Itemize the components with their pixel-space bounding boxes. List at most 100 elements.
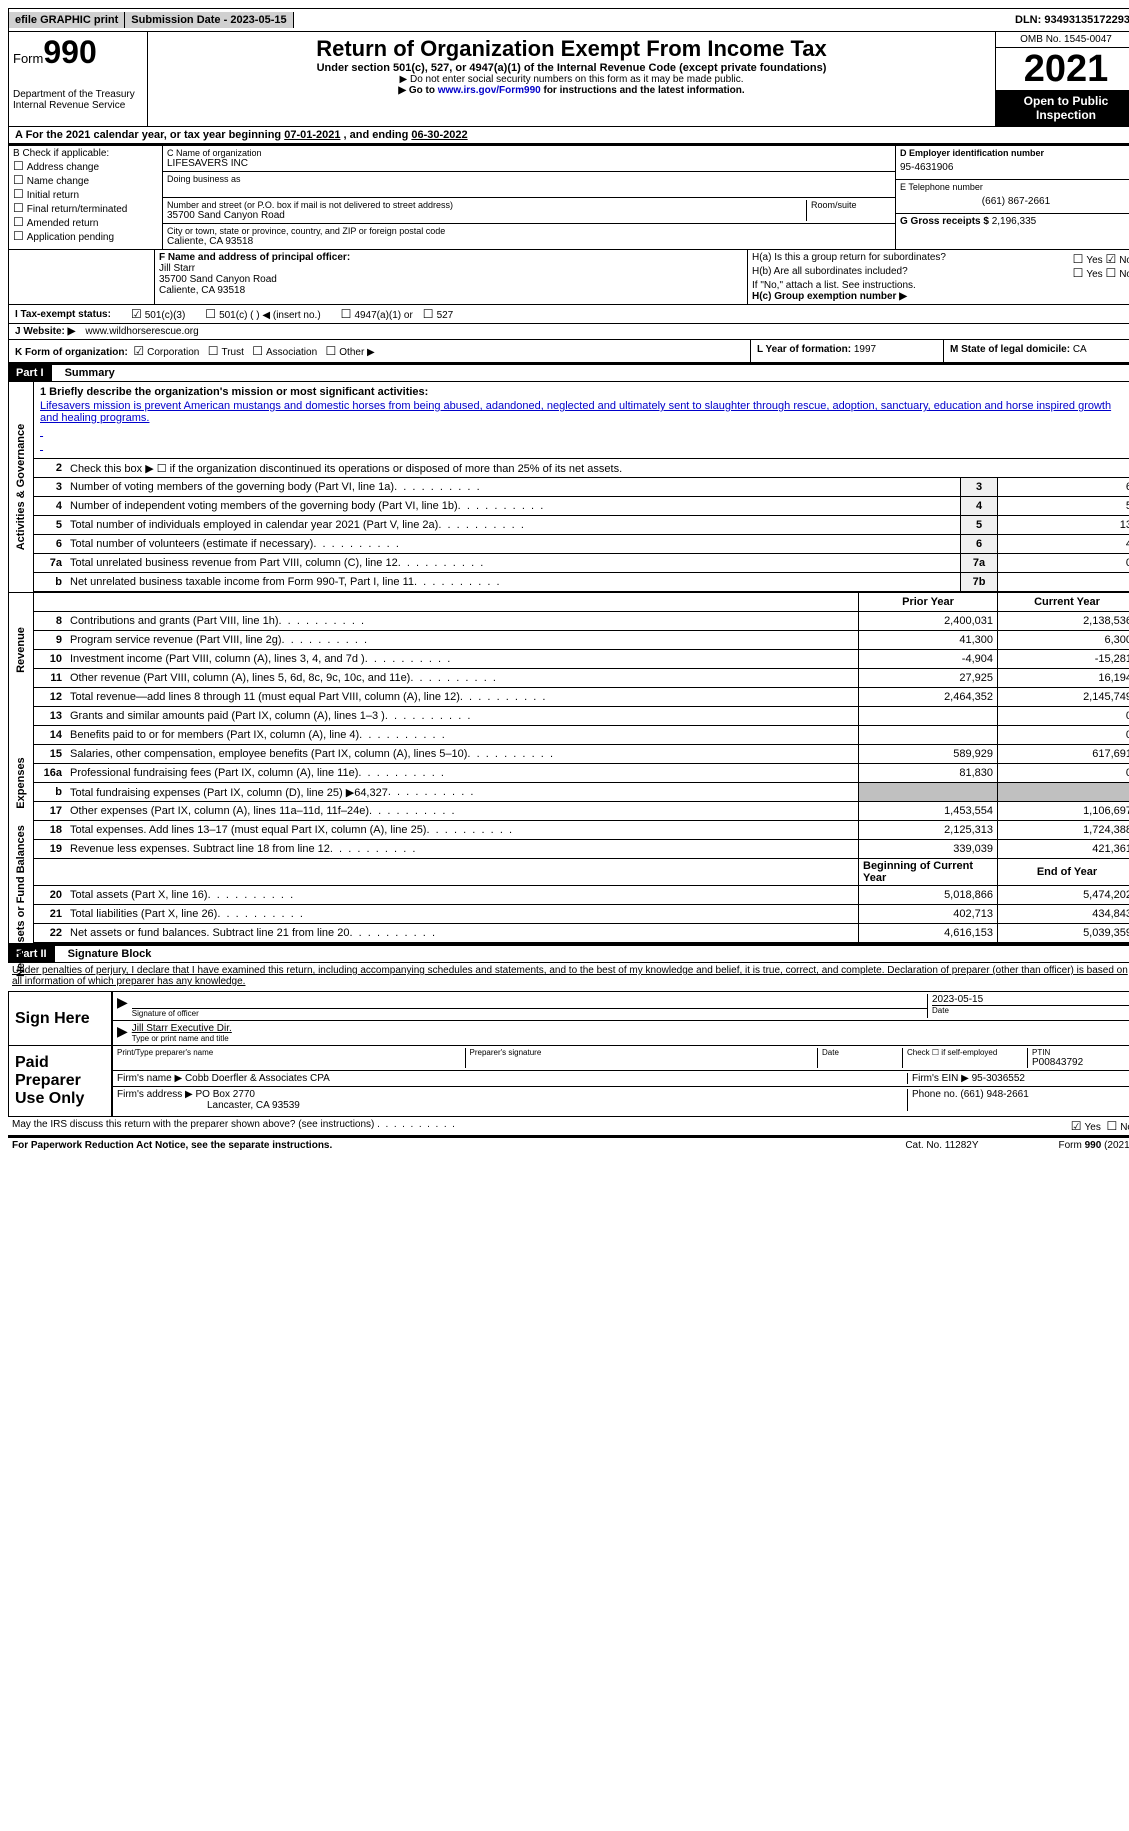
f-label: F Name and address of principal officer: [159, 252, 743, 263]
hb-no[interactable]: No [1105, 269, 1129, 280]
l-value: 1997 [854, 344, 876, 355]
chk-501c[interactable]: 501(c) ( ) ◀ (insert no.) [205, 307, 320, 321]
sign-here-label: Sign Here [9, 992, 111, 1045]
firm-phone-label: Phone no. [912, 1089, 960, 1100]
i-label: I Tax-exempt status: [15, 309, 111, 320]
q1-label: 1 Briefly describe the organization's mi… [40, 386, 428, 398]
table-row: b Total fundraising expenses (Part IX, c… [34, 783, 1129, 802]
efile-print-button[interactable]: efile GRAPHIC print [9, 12, 125, 28]
part2-header: Part II Signature Block [8, 945, 1129, 963]
ptin-value: P00843792 [1032, 1057, 1129, 1068]
self-employed[interactable]: Check ☐ if self-employed [902, 1048, 1027, 1068]
hc-label: H(c) Group exemption number ▶ [752, 291, 1129, 302]
k-label: K Form of organization: [15, 347, 128, 358]
chk-pending[interactable]: Application pending [13, 229, 158, 243]
m-label: M State of legal domicile: [950, 344, 1073, 355]
ha-no[interactable]: No [1105, 255, 1129, 266]
chk-initial[interactable]: Initial return [13, 187, 158, 201]
form-title: Return of Organization Exempt From Incom… [152, 36, 991, 62]
begin-year-hdr: Beginning of Current Year [858, 859, 997, 885]
prep-date-label: Date [817, 1048, 902, 1068]
hb-yes[interactable]: Yes [1073, 269, 1103, 280]
chk-other[interactable]: Other ▶ [326, 347, 375, 358]
chk-address[interactable]: Address change [13, 159, 158, 173]
k-row: K Form of organization: Corporation Trus… [8, 340, 1129, 364]
name-title-label: Type or print name and title [132, 1034, 1129, 1043]
chk-corp[interactable]: Corporation [133, 347, 199, 358]
period-row: A For the 2021 calendar year, or tax yea… [8, 126, 1129, 144]
table-row: 21 Total liabilities (Part X, line 26) 4… [34, 905, 1129, 924]
current-year-hdr: Current Year [997, 593, 1129, 611]
part1-header: Part I Summary [8, 364, 1129, 382]
mission-text: Lifesavers mission is prevent American m… [40, 400, 1129, 424]
entity-block: B Check if applicable: Address change Na… [8, 144, 1129, 250]
b-check-label: B Check if applicable: [13, 148, 158, 159]
chk-amended[interactable]: Amended return [13, 215, 158, 229]
discuss-yes[interactable]: Yes [1071, 1119, 1101, 1133]
q2-text: Check this box ▶ ☐ if the organization d… [66, 459, 1129, 477]
firm-name: Cobb Doerfler & Associates CPA [185, 1073, 330, 1084]
chk-assoc[interactable]: Association [252, 347, 317, 358]
dept-treasury: Department of the Treasury [13, 89, 143, 100]
side-revenue: Revenue [15, 627, 27, 673]
irs-label: Internal Revenue Service [13, 100, 143, 111]
website-value: www.wildhorserescue.org [85, 326, 198, 337]
chk-501c3[interactable]: 501(c)(3) [131, 307, 185, 321]
table-row: 5 Total number of individuals employed i… [34, 516, 1129, 535]
table-row: 9 Program service revenue (Part VIII, li… [34, 631, 1129, 650]
expenses-section: Expenses 13 Grants and similar amounts p… [8, 707, 1129, 859]
tax-year: 2021 [996, 48, 1129, 90]
activities-section: Activities & Governance 1 Briefly descri… [8, 382, 1129, 592]
sig-date: 2023-05-15 [932, 994, 1129, 1005]
ha-yes[interactable]: Yes [1073, 255, 1103, 266]
discuss-question: May the IRS discuss this return with the… [12, 1119, 1071, 1133]
perjury-statement: Under penalties of perjury, I declare th… [8, 963, 1129, 989]
org-name: LIFESAVERS INC [167, 158, 891, 169]
officer-street: 35700 Sand Canyon Road [159, 274, 743, 285]
officer-block: F Name and address of principal officer:… [8, 250, 1129, 305]
org-name-label: C Name of organization [167, 148, 891, 158]
room-label: Room/suite [811, 200, 891, 210]
top-bar: efile GRAPHIC print Submission Date - 20… [8, 8, 1129, 32]
goto-note: ▶ Go to www.irs.gov/Form990 for instruct… [152, 85, 991, 96]
dln-box: DLN: 93493135172293 [1009, 12, 1129, 28]
table-row: 12 Total revenue—add lines 8 through 11 … [34, 688, 1129, 707]
form-number: Form990 [13, 34, 143, 71]
j-label: J Website: ▶ [15, 326, 75, 337]
officer-city: Caliente, CA 93518 [159, 285, 743, 296]
form-ref: Form 990 (2021) [1059, 1140, 1129, 1151]
table-row: 4 Number of independent voting members o… [34, 497, 1129, 516]
ein-value: 95-4631906 [900, 158, 1129, 177]
revenue-section: Revenue Prior Year Current Year 8 Contri… [8, 592, 1129, 707]
gross-label: G Gross receipts $ [900, 216, 992, 227]
chk-final[interactable]: Final return/terminated [13, 201, 158, 215]
phone-label: E Telephone number [900, 182, 1129, 192]
cat-no: Cat. No. 11282Y [905, 1140, 978, 1151]
table-row: b Net unrelated business taxable income … [34, 573, 1129, 592]
table-row: 14 Benefits paid to or for members (Part… [34, 726, 1129, 745]
chk-trust[interactable]: Trust [208, 347, 244, 358]
chk-name[interactable]: Name change [13, 173, 158, 187]
submission-date-box: Submission Date - 2023-05-15 [125, 12, 293, 28]
dba-label: Doing business as [167, 174, 891, 184]
m-value: CA [1073, 344, 1087, 355]
firm-addr2: Lancaster, CA 93539 [117, 1100, 300, 1111]
chk-4947[interactable]: 4947(a)(1) or [341, 307, 413, 321]
firm-addr1: PO Box 2770 [196, 1089, 255, 1100]
table-row: 15 Salaries, other compensation, employe… [34, 745, 1129, 764]
side-expenses: Expenses [15, 757, 27, 808]
table-row: 19 Revenue less expenses. Subtract line … [34, 840, 1129, 859]
street-label: Number and street (or P.O. box if mail i… [167, 200, 806, 210]
table-row: 6 Total number of volunteers (estimate i… [34, 535, 1129, 554]
prior-year-hdr: Prior Year [858, 593, 997, 611]
table-row: 11 Other revenue (Part VIII, column (A),… [34, 669, 1129, 688]
officer-name-title: Jill Starr Executive Dir. [132, 1023, 1129, 1034]
firm-addr-label: Firm's address ▶ [117, 1089, 196, 1100]
table-row: 8 Contributions and grants (Part VIII, l… [34, 612, 1129, 631]
irs-link[interactable]: www.irs.gov/Form990 [438, 85, 541, 96]
ein-label: D Employer identification number [900, 148, 1129, 158]
street-address: 35700 Sand Canyon Road [167, 210, 806, 221]
chk-527[interactable]: 527 [423, 307, 453, 321]
discuss-no[interactable]: No [1106, 1119, 1129, 1133]
table-row: 7a Total unrelated business revenue from… [34, 554, 1129, 573]
